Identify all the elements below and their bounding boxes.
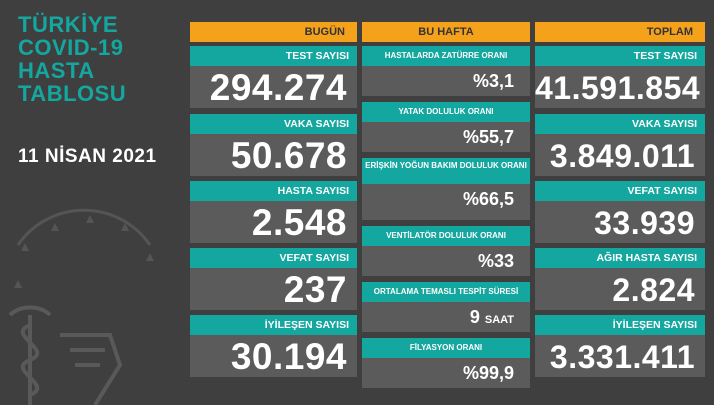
title-line: TABLOSU — [18, 81, 127, 106]
today-recovered-card: İYİLEŞEN SAYISI 30.194 — [190, 315, 357, 377]
today-patient-card: HASTA SAYISI 2.548 — [190, 181, 357, 243]
report-date: 11 NİSAN 2021 — [18, 146, 157, 167]
card-value: 237 — [283, 269, 347, 310]
value-number: 9 — [469, 307, 480, 327]
card-label: VAKA SAYISI — [190, 114, 357, 134]
week-ventilator-card: VENTİLATÖR DOLULUK ORANI %33 — [362, 226, 530, 276]
health-ministry-emblem-icon — [8, 208, 154, 405]
card-value: 2.548 — [251, 202, 347, 243]
today-death-card: VEFAT SAYISI 237 — [190, 248, 357, 310]
card-value: %3,1 — [472, 71, 514, 91]
title-line: TÜRKİYE — [18, 12, 119, 37]
total-case-card: VAKA SAYISI 3.849.011 — [535, 114, 705, 176]
card-value: %55,7 — [462, 127, 514, 147]
title-line: HASTA — [18, 58, 95, 83]
total-critical-card: AĞIR HASTA SAYISI 2.824 — [535, 248, 705, 310]
total-death-card: VEFAT SAYISI 33.939 — [535, 181, 705, 243]
title-line: COVID-19 — [18, 35, 124, 60]
card-label: ERİŞKİN YOĞUN BAKIM DOLULUK ORANI — [362, 158, 530, 184]
value-unit: SAAT — [484, 314, 514, 326]
today-case-card: VAKA SAYISI 50.678 — [190, 114, 357, 176]
card-value: 3.849.011 — [549, 138, 695, 174]
card-value: 33.939 — [594, 205, 695, 241]
card-value: 30.194 — [230, 336, 347, 377]
card-label: VENTİLATÖR DOLULUK ORANI — [362, 226, 530, 246]
card-label: VEFAT SAYISI — [535, 181, 705, 201]
header-week: BU HAFTA — [362, 22, 530, 42]
card-value: 294.274 — [209, 67, 347, 108]
card-label: FİLYASYON ORANI — [362, 338, 530, 358]
card-label: TEST SAYISI — [190, 46, 357, 66]
card-value: 2.824 — [612, 272, 695, 308]
week-contact-time-card: ORTALAMA TEMASLI TESPİT SÜRESİ 9 SAAT — [362, 282, 530, 332]
card-label: YATAK DOLULUK ORANI — [362, 102, 530, 122]
card-label: VAKA SAYISI — [535, 114, 705, 134]
card-label: AĞIR HASTA SAYISI — [535, 248, 705, 268]
card-value: %99,9 — [462, 363, 514, 383]
page-title: TÜRKİYE COVID-19 HASTA TABLOSU — [18, 14, 126, 106]
total-recovered-card: İYİLEŞEN SAYISI 3.331.411 — [535, 315, 705, 377]
card-label: ORTALAMA TEMASLI TESPİT SÜRESİ — [362, 282, 530, 302]
card-label: İYİLEŞEN SAYISI — [535, 315, 705, 335]
card-label: TEST SAYISI — [535, 46, 705, 66]
card-label: VEFAT SAYISI — [190, 248, 357, 268]
today-test-card: TEST SAYISI 294.274 — [190, 46, 357, 108]
card-label: İYİLEŞEN SAYISI — [190, 315, 357, 335]
card-label: HASTALARDA ZATÜRRE ORANI — [362, 46, 530, 66]
header-total: TOPLAM — [535, 22, 705, 42]
week-bed-occupancy-card: YATAK DOLULUK ORANI %55,7 — [362, 102, 530, 152]
card-value: 3.331.411 — [549, 339, 695, 375]
total-test-card: TEST SAYISI 41.591.854 — [535, 46, 705, 108]
card-value: 50.678 — [230, 135, 347, 176]
card-value: 9 SAAT — [362, 302, 530, 335]
card-value: %66,5 — [462, 189, 514, 209]
card-label: HASTA SAYISI — [190, 181, 357, 201]
card-value: 41.591.854 — [535, 70, 701, 106]
week-filiation-card: FİLYASYON ORANI %99,9 — [362, 338, 530, 388]
header-today: BUGÜN — [190, 22, 357, 42]
week-icu-occupancy-card: ERİŞKİN YOĞUN BAKIM DOLULUK ORANI %66,5 — [362, 158, 530, 220]
card-value: %33 — [477, 251, 514, 271]
week-pneumonia-card: HASTALARDA ZATÜRRE ORANI %3,1 — [362, 46, 530, 96]
